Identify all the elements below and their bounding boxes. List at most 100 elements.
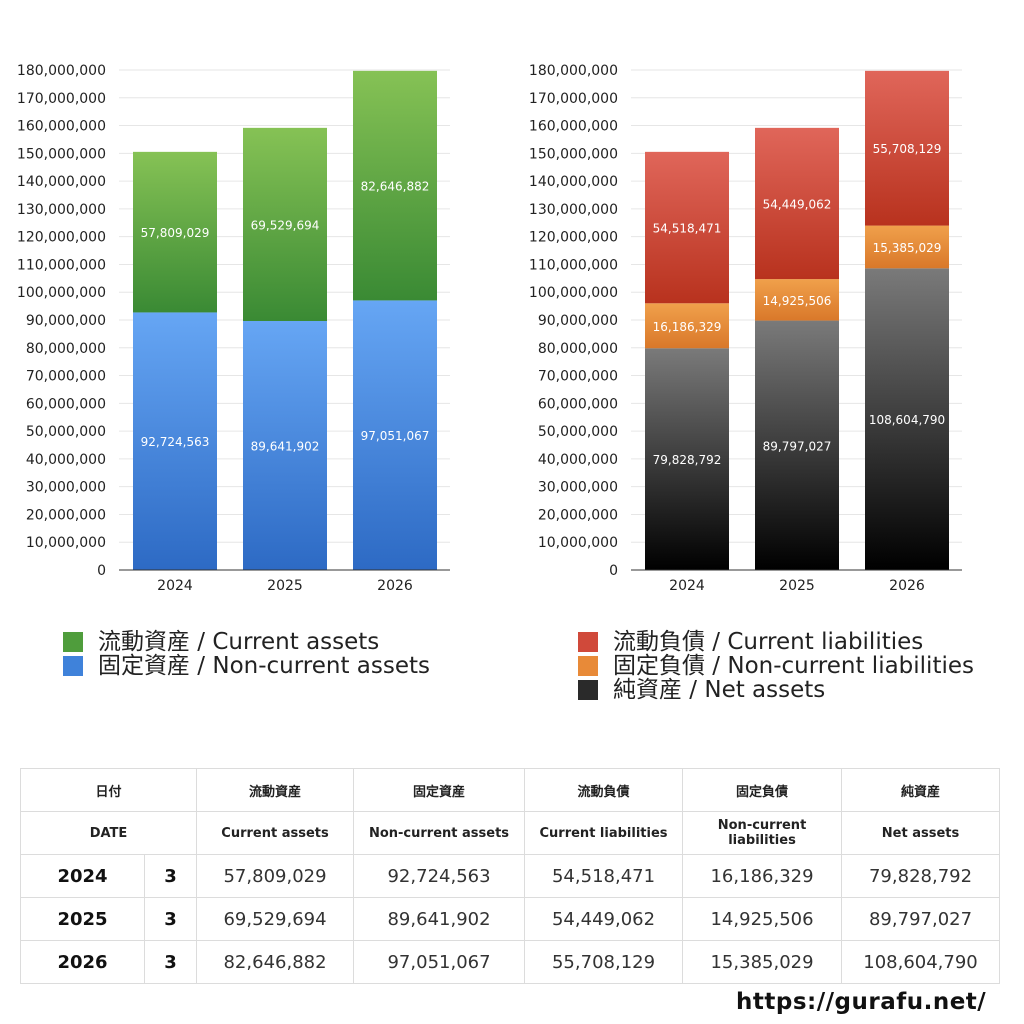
- y-tick-label: 100,000,000: [17, 285, 106, 301]
- y-tick-label: 30,000,000: [538, 480, 618, 496]
- bar-segment: [865, 225, 949, 269]
- header-net-assets-en: Net assets: [841, 811, 1001, 855]
- legend-item-current-assets: 流動資産 / Current assets: [63, 630, 430, 654]
- y-tick-label: 100,000,000: [529, 285, 618, 301]
- y-tick-label: 10,000,000: [538, 535, 618, 551]
- y-tick-label: 0: [609, 563, 618, 579]
- x-tick-label: 2026: [889, 578, 925, 594]
- bar-segment: [645, 303, 729, 349]
- bar-segment: [353, 70, 437, 301]
- bar-segment: [353, 300, 437, 570]
- legend-swatch: [63, 656, 83, 676]
- header-non-current-assets-en: Non-current assets: [353, 811, 526, 855]
- y-tick-label: 140,000,000: [17, 174, 106, 190]
- bar-segment: [865, 70, 949, 226]
- data-label: 57,809,029: [141, 226, 210, 240]
- data-label: 15,385,029: [873, 241, 942, 255]
- table-header-jp: 日付 流動資産 固定資産 流動負債 固定負債 純資産: [19, 768, 1001, 812]
- bar-segment: [133, 312, 217, 570]
- row-year: 2026: [20, 940, 145, 984]
- cell-non-current-liabilities: 16,186,329: [682, 854, 843, 898]
- legend-swatch: [578, 680, 598, 700]
- legend-item-current-liabilities: 流動負債 / Current liabilities: [578, 630, 974, 654]
- data-label: 55,708,129: [873, 142, 942, 156]
- cell-current-assets: 82,646,882: [196, 940, 355, 984]
- table-header-en: DATE Current assets Non-current assets C…: [19, 811, 1001, 855]
- y-tick-label: 40,000,000: [26, 452, 106, 468]
- header-current-liabilities-en: Current liabilities: [524, 811, 684, 855]
- y-tick-label: 0: [97, 563, 106, 579]
- data-label: 108,604,790: [869, 413, 945, 427]
- data-label: 97,051,067: [361, 429, 430, 443]
- data-label: 69,529,694: [251, 218, 320, 232]
- header-non-current-liabilities-en: Non-current liabilities: [682, 811, 843, 855]
- header-current-liabilities-jp: 流動負債: [524, 768, 684, 812]
- row-month: 3: [143, 940, 198, 984]
- y-tick-label: 70,000,000: [538, 369, 618, 385]
- legend-swatch: [578, 632, 598, 652]
- y-tick-label: 10,000,000: [26, 535, 106, 551]
- bar-segment: [243, 127, 327, 321]
- y-tick-label: 80,000,000: [538, 341, 618, 357]
- cell-non-current-assets: 97,051,067: [353, 940, 526, 984]
- row-month: 3: [143, 854, 198, 898]
- y-tick-label: 70,000,000: [26, 369, 106, 385]
- y-tick-label: 60,000,000: [538, 396, 618, 412]
- data-label: 54,518,471: [653, 222, 722, 236]
- y-tick-label: 40,000,000: [538, 452, 618, 468]
- cell-net-assets: 79,828,792: [841, 854, 1001, 898]
- y-tick-label: 180,000,000: [529, 63, 618, 79]
- y-tick-label: 30,000,000: [26, 480, 106, 496]
- data-label: 82,646,882: [361, 180, 430, 194]
- y-tick-label: 110,000,000: [529, 257, 618, 273]
- y-tick-label: 160,000,000: [529, 119, 618, 135]
- data-label: 89,797,027: [763, 439, 832, 453]
- bar-segment: [645, 151, 729, 304]
- balance-sheet-table: 日付 流動資産 固定資産 流動負債 固定負債 純資産 DATE Current …: [19, 768, 1001, 984]
- bar-segment: [645, 348, 729, 570]
- liabilities-chart: 0 10,000,000 20,000,000 30,000,000 40,000,00…: [529, 63, 962, 594]
- cell-non-current-liabilities: 15,385,029: [682, 940, 843, 984]
- footer-url[interactable]: https://gurafu.net/: [736, 989, 987, 1015]
- data-label: 79,828,792: [653, 453, 722, 467]
- row-year: 2024: [20, 854, 145, 898]
- row-year: 2025: [20, 897, 145, 941]
- x-tick-label: 2024: [669, 578, 705, 594]
- bar-segment: [133, 151, 217, 313]
- header-date-jp: 日付: [19, 768, 198, 812]
- cell-current-assets: 57,809,029: [196, 854, 355, 898]
- table-row: 2024 3 57,809,029 92,724,563 54,518,471 …: [20, 854, 1001, 898]
- legend-item-non-current-liabilities: 固定負債 / Non-current liabilities: [578, 654, 974, 678]
- bar-segment: [865, 268, 949, 570]
- y-tick-label: 150,000,000: [17, 146, 106, 162]
- y-tick-label: 110,000,000: [17, 257, 106, 273]
- cell-net-assets: 108,604,790: [841, 940, 1001, 984]
- data-label: 54,449,062: [763, 197, 832, 211]
- cell-current-liabilities: 54,518,471: [524, 854, 684, 898]
- legend-label: 純資産 / Net assets: [613, 677, 826, 703]
- cell-non-current-liabilities: 14,925,506: [682, 897, 843, 941]
- y-tick-label: 20,000,000: [26, 507, 106, 523]
- y-tick-label: 20,000,000: [538, 507, 618, 523]
- legend-swatch: [63, 632, 83, 652]
- table-row: 2026 3 82,646,882 97,051,067 55,708,129 …: [20, 940, 1001, 984]
- cell-current-assets: 69,529,694: [196, 897, 355, 941]
- y-tick-label: 150,000,000: [529, 146, 618, 162]
- legend-label: 流動資産 / Current assets: [98, 629, 380, 655]
- header-current-assets-en: Current assets: [196, 811, 355, 855]
- legend-label: 固定負債 / Non-current liabilities: [613, 653, 974, 679]
- y-tick-label: 50,000,000: [26, 424, 106, 440]
- table-row: 2025 3 69,529,694 89,641,902 54,449,062 …: [20, 897, 1001, 941]
- bar-segment: [755, 320, 839, 570]
- header-current-assets-jp: 流動資産: [196, 768, 355, 812]
- y-tick-label: 160,000,000: [17, 119, 106, 135]
- header-date-en: DATE: [19, 811, 198, 855]
- header-non-current-assets-jp: 固定資産: [353, 768, 526, 812]
- data-label: 16,186,329: [653, 320, 722, 334]
- assets-chart: 0 10,000,000 20,000,000 30,000,000 40,000,00…: [17, 63, 450, 594]
- y-tick-label: 130,000,000: [529, 202, 618, 218]
- cell-current-liabilities: 54,449,062: [524, 897, 684, 941]
- data-label: 89,641,902: [251, 439, 320, 453]
- data-label: 14,925,506: [763, 294, 832, 308]
- y-tick-label: 60,000,000: [26, 396, 106, 412]
